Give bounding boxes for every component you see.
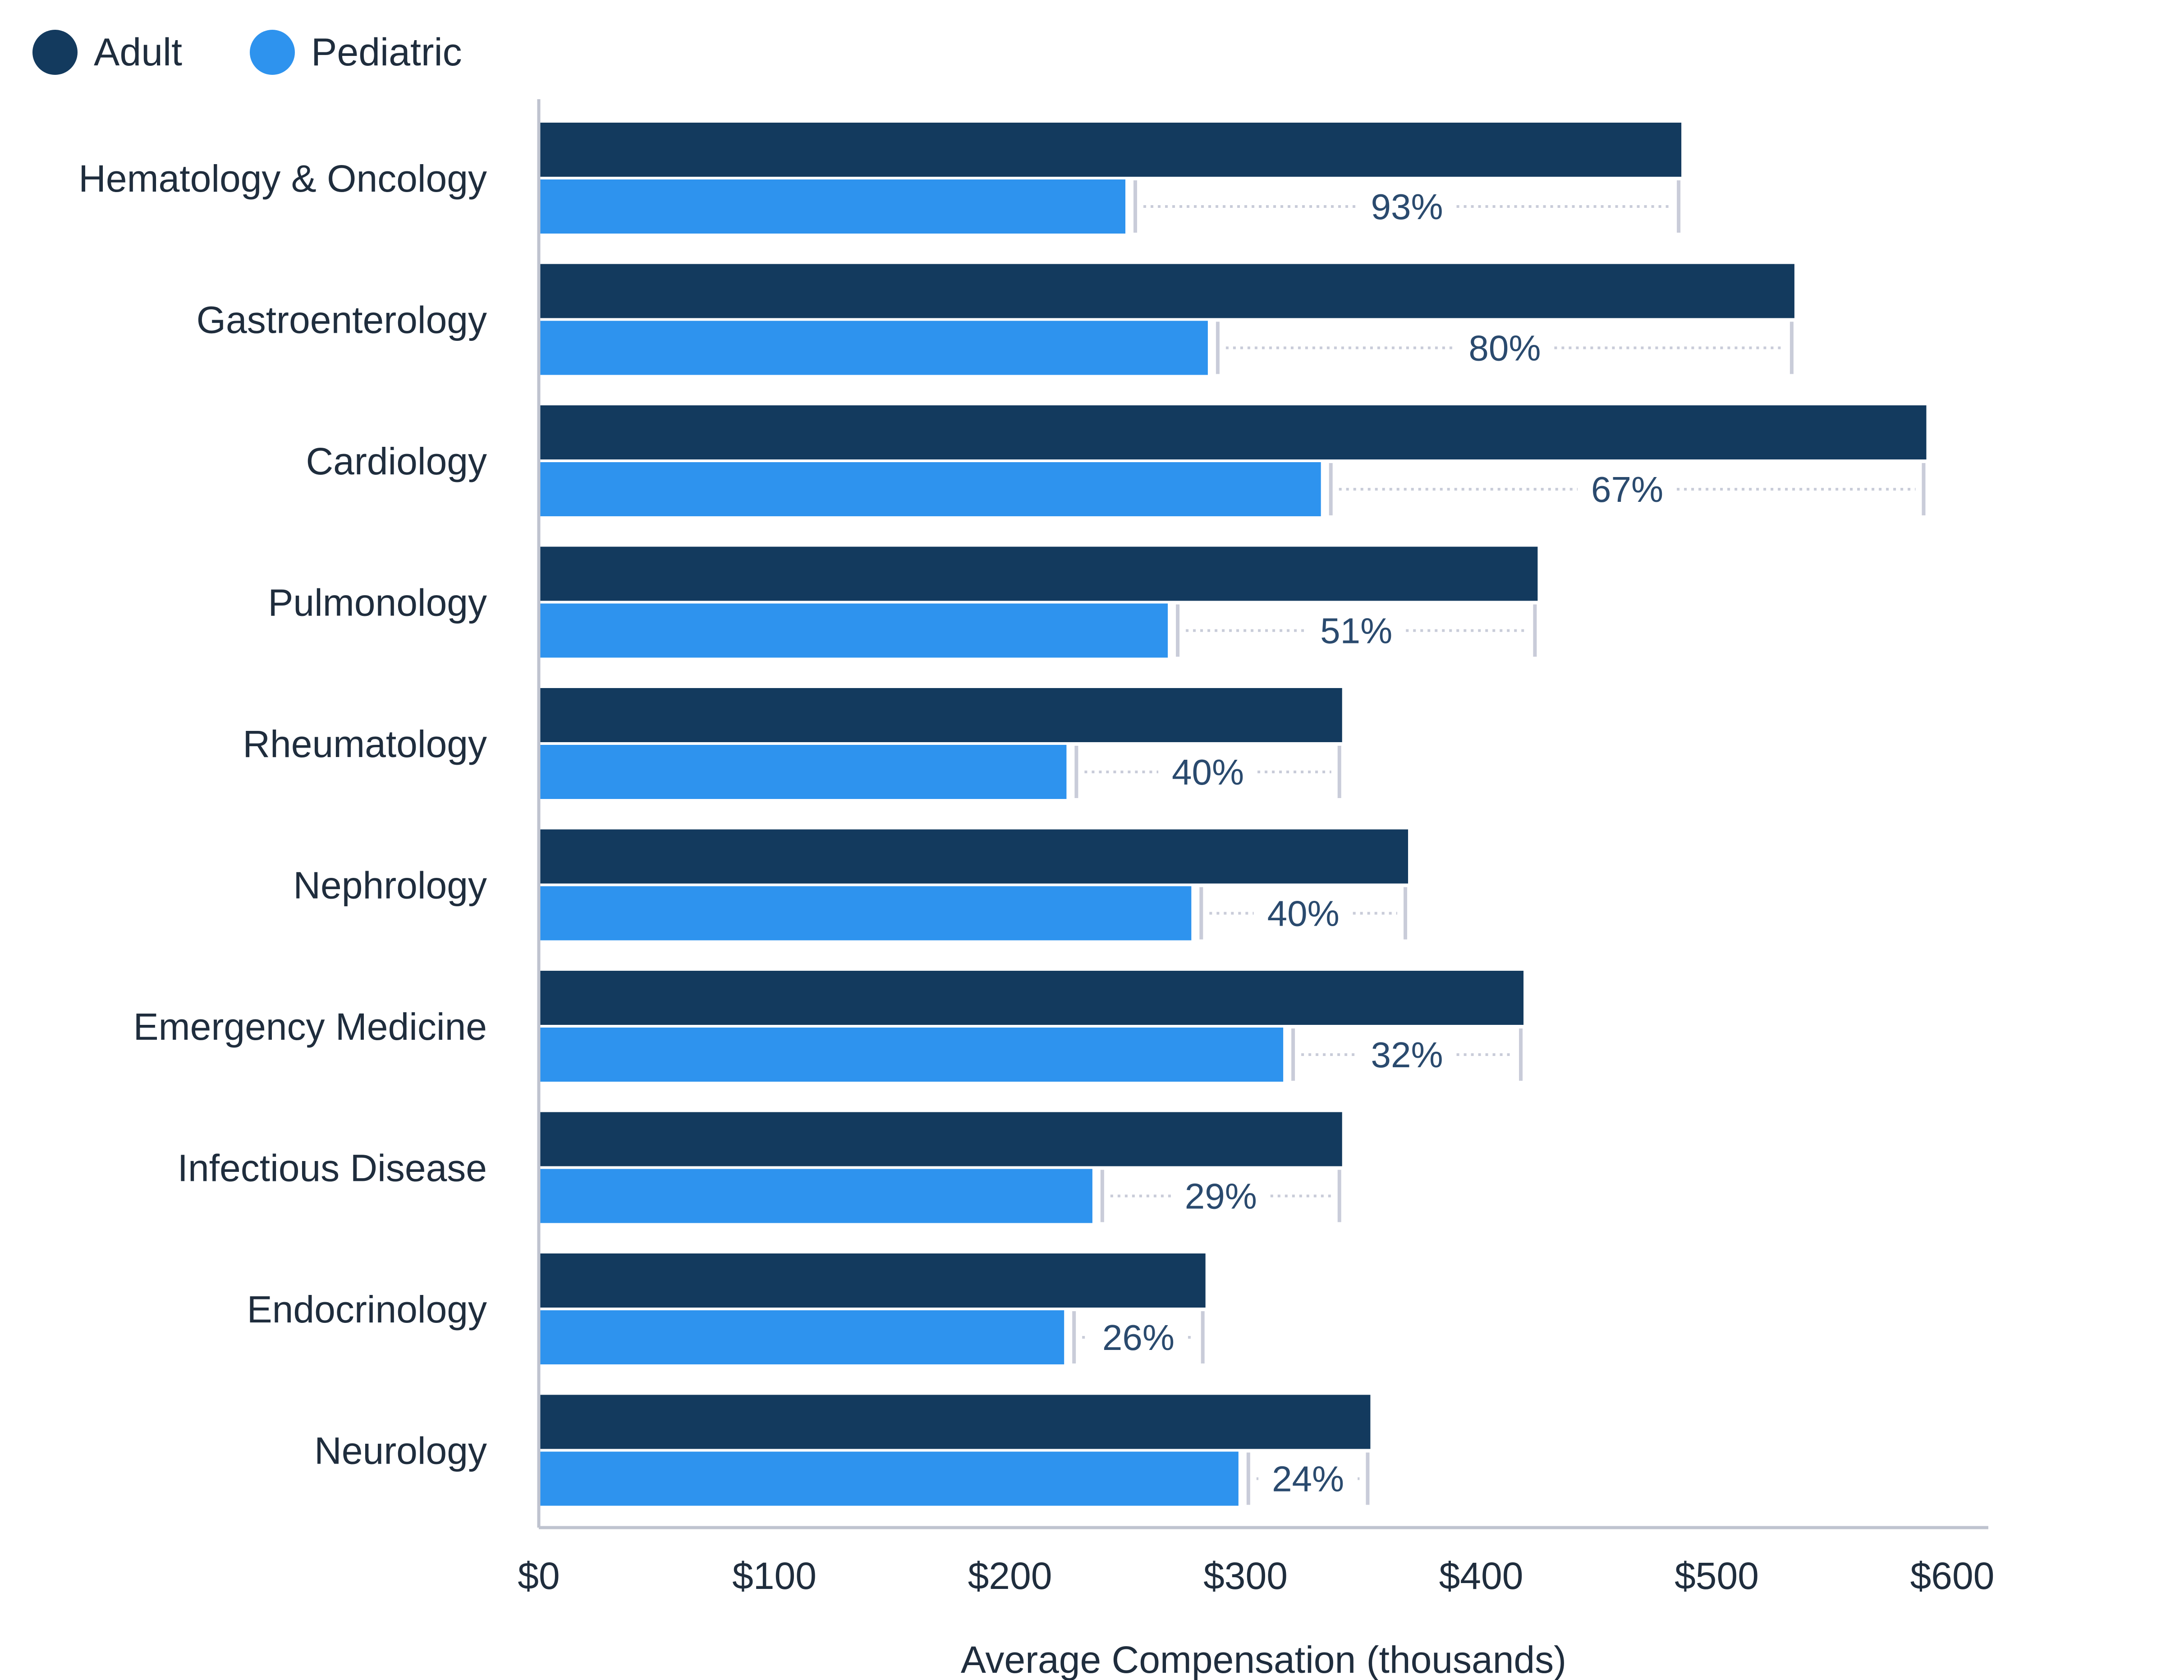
bar-pediatric [539,462,1321,516]
legend: Adult Pediatric [32,30,462,75]
x-tick-label: $500 [1675,1555,1759,1597]
category-label: Neurology [314,1430,487,1472]
bar-pediatric [539,745,1067,799]
bar-pediatric [539,1169,1092,1223]
bar-pediatric [539,1310,1064,1364]
bar-adult [539,546,1538,601]
difference-label: 80% [1468,328,1541,368]
x-tick-label: $600 [1910,1555,1995,1597]
difference-label: 40% [1172,752,1244,792]
legend-item-pediatric: Pediatric [250,30,462,75]
category-label: Rheumatology [243,723,487,765]
bar-adult [539,1395,1371,1449]
bar-pediatric [539,886,1192,941]
legend-swatch-pediatric [250,30,295,75]
bar-adult [539,264,1794,318]
bar-adult [539,123,1682,177]
bar-adult [539,688,1342,742]
bar-adult [539,829,1409,884]
difference-label: 24% [1272,1459,1344,1499]
bar-pediatric [539,1028,1284,1082]
bar-pediatric [539,603,1168,658]
legend-label-adult: Adult [94,30,183,74]
category-label: Nephrology [293,864,487,907]
x-tick-label: $300 [1203,1555,1288,1597]
legend-label-pediatric: Pediatric [311,30,462,74]
bar-adult [539,1112,1342,1166]
category-label: Pulmonology [268,582,487,624]
category-label: Gastroenterology [197,299,487,341]
x-axis-title: Average Compensation (thousands) [961,1639,1566,1680]
difference-label: 51% [1320,611,1392,651]
difference-label: 32% [1371,1035,1443,1075]
difference-label: 26% [1102,1317,1175,1358]
bar-pediatric [539,179,1126,234]
legend-swatch-adult [32,30,78,75]
x-tick-label: $400 [1439,1555,1523,1597]
category-label: Endocrinology [247,1288,487,1331]
difference-label: 40% [1267,894,1340,934]
bar-adult [539,405,1927,459]
x-tick-label: $100 [732,1555,817,1597]
difference-label: 29% [1185,1176,1257,1216]
x-tick-label: $0 [518,1555,560,1597]
difference-label: 93% [1371,187,1443,227]
x-tick-label: $200 [968,1555,1052,1597]
legend-item-adult: Adult [32,30,182,75]
bar-pediatric [539,1451,1239,1506]
category-label: Emergency Medicine [133,1005,487,1048]
category-label: Infectious Disease [178,1147,487,1189]
bar-adult [539,1253,1206,1308]
category-label: Cardiology [306,440,487,482]
category-label: Hematology & Oncology [78,157,487,200]
bar-pediatric [539,321,1208,375]
difference-label: 67% [1591,469,1663,510]
bar-adult [539,971,1524,1025]
